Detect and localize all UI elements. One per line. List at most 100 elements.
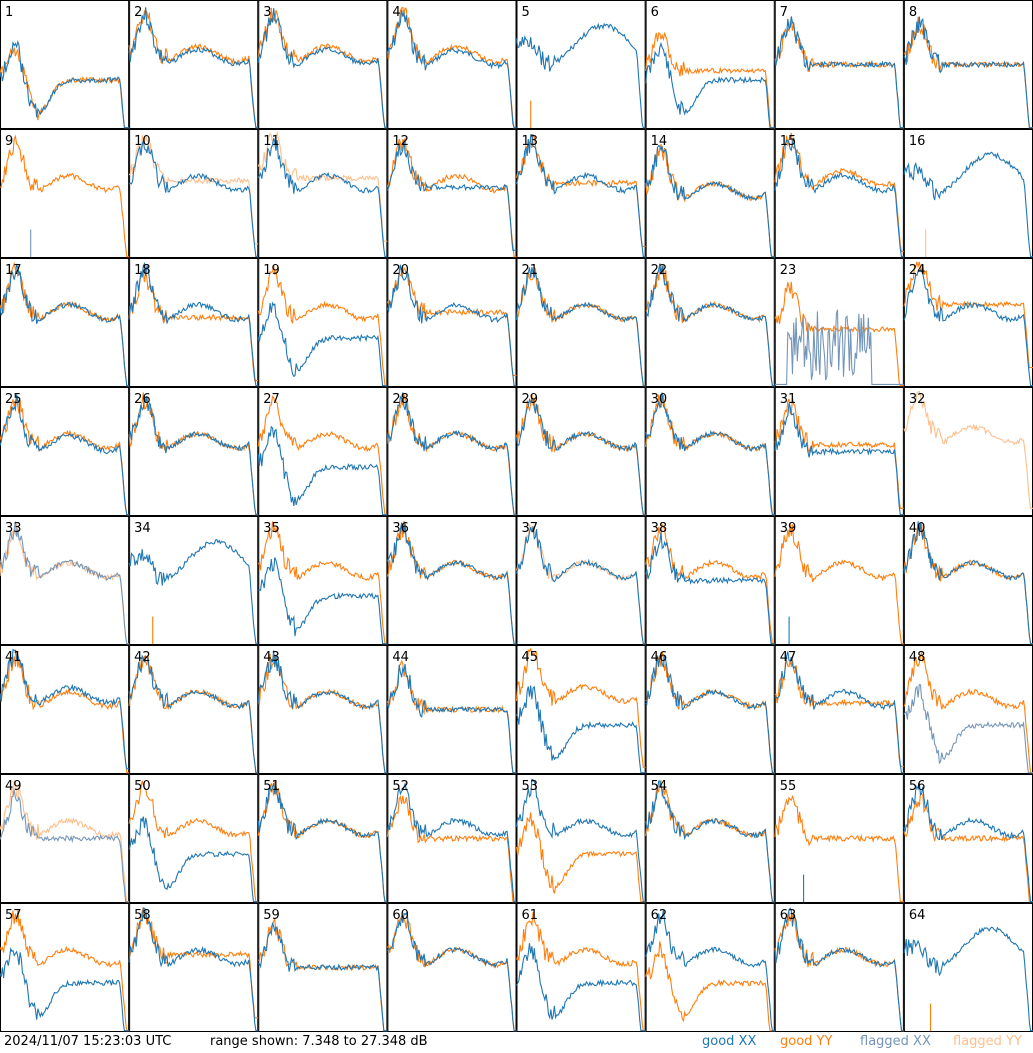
series-yy-line <box>645 651 775 774</box>
series-yy-line <box>257 265 388 387</box>
panel-label: 16 <box>909 134 926 149</box>
series-yy-line <box>0 47 130 129</box>
panel-border <box>387 129 517 258</box>
series-xx-line <box>386 912 517 1032</box>
footer: 2024/11/07 15:23:03 UTC range shown: 7.3… <box>0 1032 1033 1053</box>
panel-border <box>774 903 904 1032</box>
series-xx-line <box>0 648 130 770</box>
series-yy-line <box>128 780 259 903</box>
series-xx-line <box>257 425 388 516</box>
panel-border <box>516 387 646 516</box>
series-yy-line <box>128 655 259 774</box>
series-yy-line <box>645 31 775 129</box>
series-xx-line <box>128 816 259 903</box>
panel-label: 41 <box>5 650 22 665</box>
series-xx-line <box>645 780 775 903</box>
panel-label: 30 <box>651 392 668 407</box>
series-yy-line <box>257 7 388 129</box>
series-xx-line <box>515 397 646 516</box>
panel-64: 64 <box>903 903 1033 1032</box>
series-xx-line <box>128 907 259 1032</box>
series-xx-line <box>386 139 517 251</box>
panel-35: 35 <box>257 516 388 645</box>
panel-label: 38 <box>651 521 668 536</box>
series-xx-line <box>645 263 775 387</box>
panel-border <box>258 0 388 129</box>
panel-label: 61 <box>522 908 539 923</box>
panel-48: 48 <box>903 645 1033 774</box>
panel-46: 46 <box>645 645 775 774</box>
panel-border <box>129 387 259 516</box>
series-yy-line <box>128 907 259 1019</box>
panel-border <box>129 774 259 903</box>
panel-label: 40 <box>909 521 926 536</box>
panel-label: 22 <box>651 263 668 278</box>
panel-label: 51 <box>263 779 280 794</box>
panel-52: 52 <box>386 774 517 903</box>
panel-label: 21 <box>522 263 539 278</box>
panel-label: 59 <box>263 908 280 923</box>
panel-border <box>258 516 388 645</box>
panel-label: 52 <box>392 779 409 794</box>
panel-label: 3 <box>263 5 271 20</box>
panel-label: 55 <box>780 779 797 794</box>
panel-18: 18 <box>128 258 259 387</box>
panel-border <box>516 645 646 774</box>
panel-border <box>0 387 130 516</box>
series-xx-line <box>515 526 646 645</box>
panel-label: 35 <box>263 521 280 536</box>
panel-label: 26 <box>134 392 151 407</box>
panel-border <box>129 0 259 129</box>
series-xx-line <box>257 650 388 774</box>
series-yy-line <box>0 650 130 774</box>
panel-7: 7 <box>774 0 904 129</box>
series-xx-line <box>774 137 904 258</box>
panel-16: 16 <box>903 129 1033 258</box>
panel-27: 27 <box>257 387 388 516</box>
panel-border <box>258 258 388 387</box>
panel-label: 64 <box>909 908 926 923</box>
panel-45: 45 <box>515 645 646 774</box>
series-yy-line <box>0 910 130 1032</box>
series-xx-line <box>386 9 517 129</box>
panel-label: 11 <box>263 134 280 149</box>
panel-label: 34 <box>134 521 151 536</box>
panel-border <box>645 774 775 903</box>
panel-label: 24 <box>909 263 926 278</box>
series-yy-line <box>515 524 646 645</box>
panel-3: 3 <box>257 0 388 129</box>
panel-29: 29 <box>515 387 646 516</box>
panel-47: 47 <box>774 645 904 774</box>
panel-label: 2 <box>134 5 142 20</box>
series-xx-line <box>386 264 517 387</box>
panel-label: 14 <box>651 134 668 149</box>
panel-label: 60 <box>392 908 409 923</box>
panel-59: 59 <box>258 903 388 1032</box>
series-xx-line <box>903 684 1033 774</box>
timestamp: 2024/11/07 15:23:03 UTC <box>4 1034 172 1049</box>
panel-label: 43 <box>263 650 280 665</box>
panel-border <box>516 129 646 258</box>
panel-17: 17 <box>0 258 130 387</box>
panel-24: 24 <box>903 258 1033 387</box>
panel-63: 63 <box>774 903 904 1032</box>
panel-label: 4 <box>392 5 400 20</box>
panel-label: 18 <box>134 263 151 278</box>
panel-label: 19 <box>263 263 280 278</box>
panel-label: 56 <box>909 779 926 794</box>
panel-label: 15 <box>780 134 797 149</box>
panel-border <box>645 516 775 645</box>
panel-label: 62 <box>651 908 668 923</box>
panel-border <box>129 258 259 387</box>
panel-label: 17 <box>5 263 22 278</box>
panel-label: 63 <box>780 908 797 923</box>
series-xx-line <box>774 403 904 516</box>
panel-5: 5 <box>515 0 646 129</box>
panel-4: 4 <box>386 0 517 129</box>
series-yy-line <box>903 261 1033 369</box>
panel-8: 8 <box>903 0 1033 129</box>
panel-37: 37 <box>515 516 646 645</box>
panel-label: 39 <box>780 521 797 536</box>
panel-border <box>516 774 646 903</box>
panel-border <box>387 258 517 387</box>
